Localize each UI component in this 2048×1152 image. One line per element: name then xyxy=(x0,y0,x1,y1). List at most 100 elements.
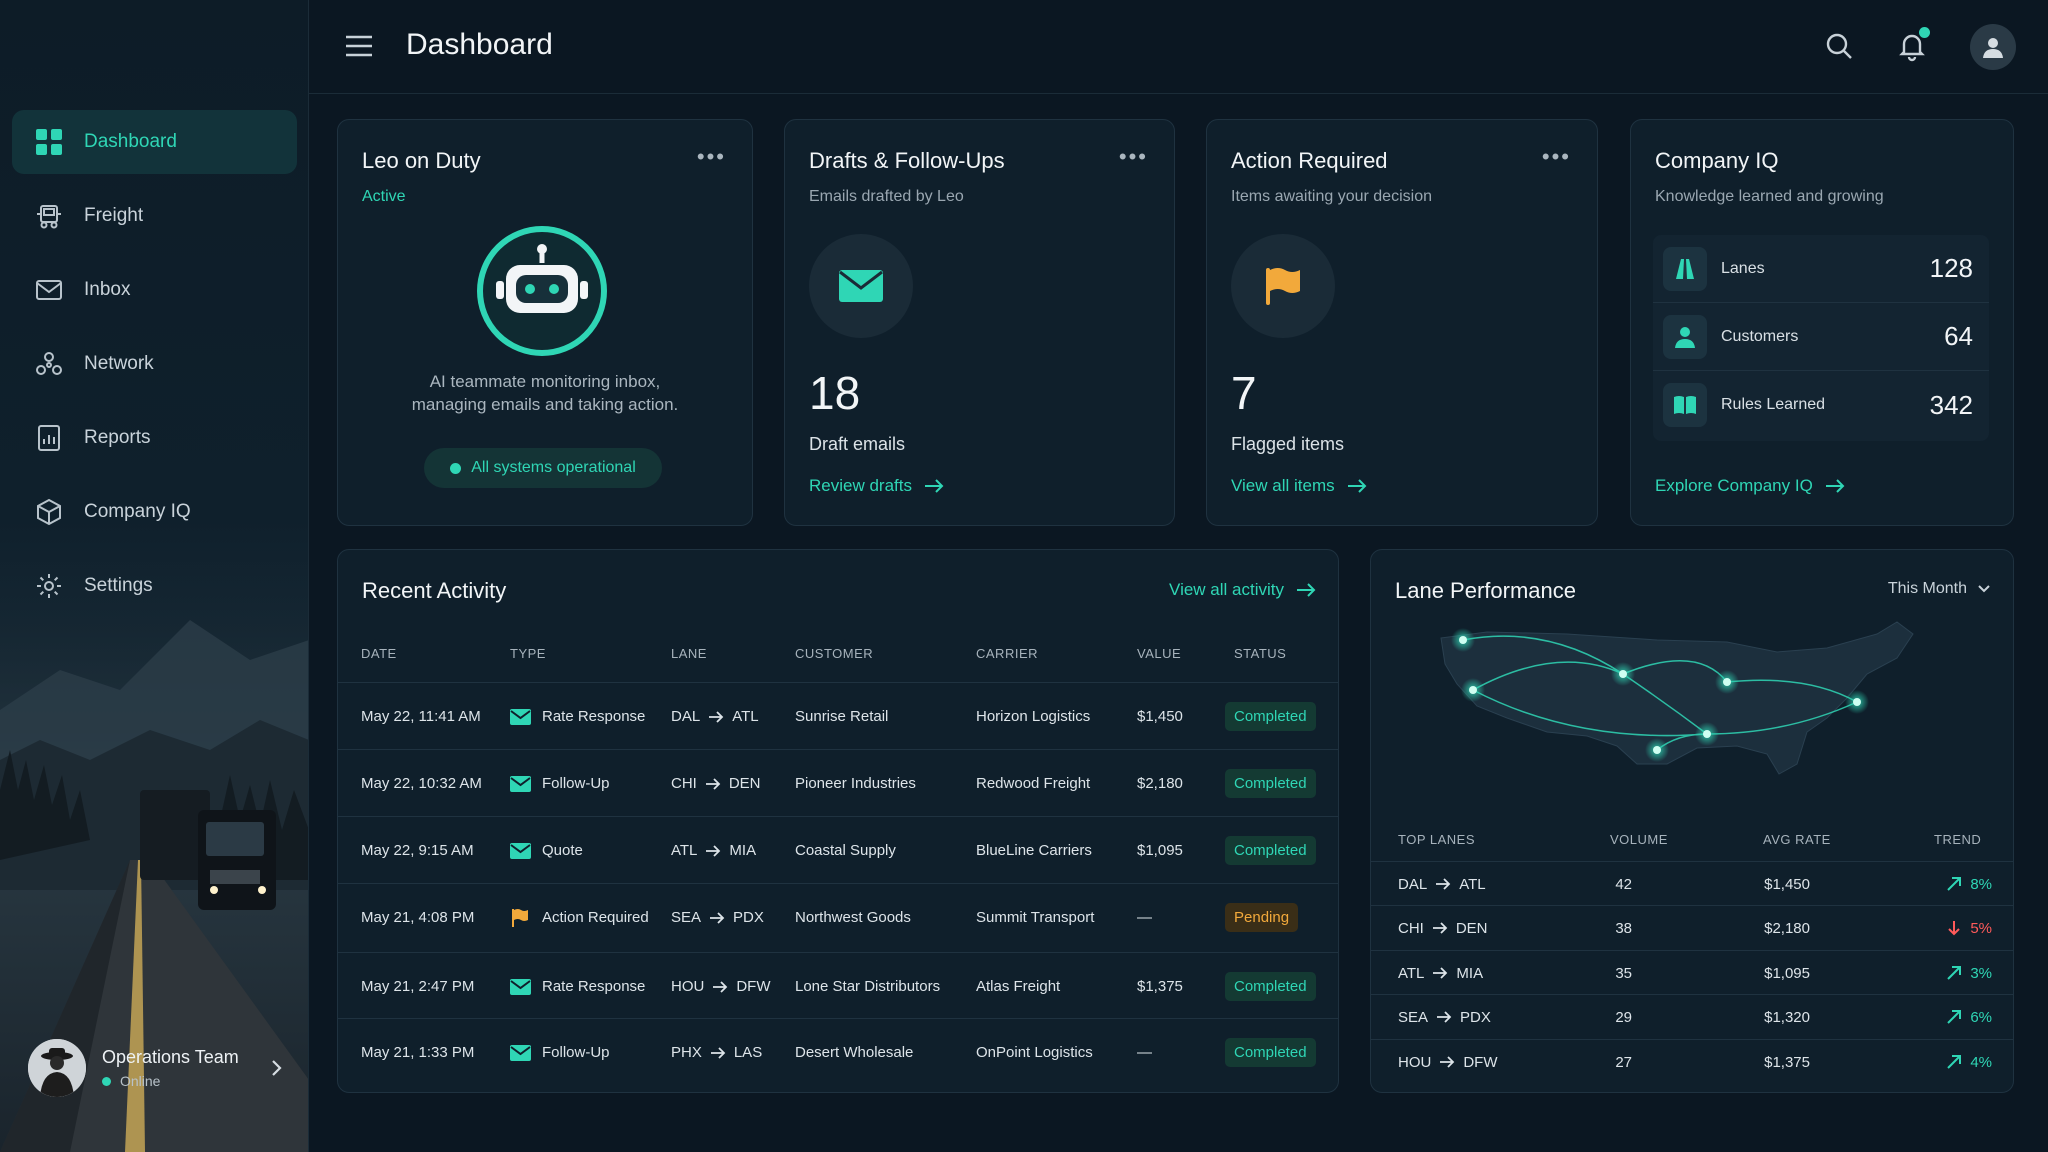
more-options-icon[interactable]: ••• xyxy=(696,144,726,169)
lane-from: HOU xyxy=(671,978,705,995)
arrow-right-icon xyxy=(1297,583,1316,597)
action-required-card: Action Required Items awaiting your deci… xyxy=(1206,119,1598,526)
arrow-right-icon xyxy=(1440,1056,1455,1068)
search-icon[interactable] xyxy=(1823,30,1855,62)
status-badge: Pending xyxy=(1225,903,1299,932)
iq-value: 64 xyxy=(1944,321,1973,351)
review-drafts-link[interactable]: Review drafts xyxy=(809,476,944,496)
table-row[interactable]: May 21, 1:33 PM Follow-Up PHX LAS Desert Who… xyxy=(337,1018,1339,1080)
cell-status: Completed xyxy=(1225,683,1316,750)
draft-label: Draft emails xyxy=(809,434,906,454)
explore-company-iq-link[interactable]: Explore Company IQ xyxy=(1655,476,1845,496)
trend-icon-wrap xyxy=(1946,1054,1962,1070)
network-icon xyxy=(34,349,64,379)
sidebar-item-network[interactable]: Network xyxy=(12,332,297,396)
type-label: Follow-Up xyxy=(542,1044,610,1061)
sidebar-item-settings[interactable]: Settings xyxy=(12,554,297,618)
sidebar-item-dashboard[interactable]: Dashboard xyxy=(12,110,297,174)
cell-type: Quote xyxy=(510,817,583,884)
robot-icon xyxy=(477,226,607,356)
table-row[interactable]: May 21, 4:08 PM Action Required SEA PDX Nort… xyxy=(337,883,1339,950)
card-subtitle: Items awaiting your decision xyxy=(1231,188,1432,205)
lane-from: DAL xyxy=(1398,875,1428,893)
type-label: Rate Response xyxy=(542,708,646,725)
lane-to: DEN xyxy=(1455,919,1488,937)
view-all-items-link[interactable]: View all items xyxy=(1231,476,1367,496)
iq-value: 342 xyxy=(1929,389,1973,420)
table-row[interactable]: May 21, 2:47 PM Rate Response HOU DFW Lone S… xyxy=(337,952,1339,1019)
trend-up-icon xyxy=(1947,877,1962,891)
lane-to: PDX xyxy=(1460,1008,1491,1026)
lane-row[interactable]: DAL ATL 42 $1,450 8% xyxy=(1370,861,2014,905)
trend-down-icon xyxy=(1948,921,1961,936)
sidebar-item-label: Settings xyxy=(84,575,153,596)
envelope-icon xyxy=(510,1044,531,1061)
lane-from: DAL xyxy=(671,708,701,725)
arrow-right-icon xyxy=(1432,922,1448,934)
card-subtitle: Knowledge learned and growing xyxy=(1655,188,1884,205)
truck-road-illustration xyxy=(0,560,308,1152)
hamburger-menu-icon[interactable] xyxy=(345,34,373,58)
sidebar-item-company-iq[interactable]: Company IQ xyxy=(12,480,297,544)
cell-trend: 4% xyxy=(1934,1040,1992,1084)
lane-row[interactable]: ATL MIA 35 $1,095 3% xyxy=(1370,950,2014,994)
lane-row[interactable]: HOU DFW 27 $1,375 4% xyxy=(1370,1039,2014,1083)
period-dropdown[interactable]: This Month xyxy=(1888,580,1991,598)
cell-customer: Coastal Supply xyxy=(795,842,896,859)
trend-icon-wrap xyxy=(1946,965,1962,981)
sidebar-item-reports[interactable]: Reports xyxy=(12,406,297,470)
mail-icon xyxy=(34,275,64,305)
lane-to: MIA xyxy=(729,842,757,859)
cell-carrier: Atlas Freight xyxy=(976,978,1061,995)
gear-icon xyxy=(34,571,64,601)
user-profile[interactable]: Operations Team Online xyxy=(28,1038,288,1098)
cell-lane: DAL ATL xyxy=(671,683,759,750)
sidebar-item-inbox[interactable]: Inbox xyxy=(12,258,297,322)
recent-activity-card: Recent Activity View all activity xyxy=(337,549,1339,1093)
lane-row[interactable]: CHI DEN 38 $2,180 5% xyxy=(1370,905,2014,949)
trend-value: 8% xyxy=(1970,875,1992,893)
table-row[interactable]: May 22, 10:32 AM Follow-Up CHI DEN Pioneer I… xyxy=(337,749,1339,816)
cell-type: Rate Response xyxy=(510,953,645,1020)
report-icon xyxy=(34,423,64,453)
book-icon xyxy=(1663,383,1707,427)
view-all-activity-link[interactable]: View all activity xyxy=(1169,580,1316,600)
chevron-right-icon[interactable] xyxy=(264,1056,288,1080)
lane-row[interactable]: SEA PDX 29 $1,320 6% xyxy=(1370,994,2014,1038)
arrow-right-icon xyxy=(710,1046,726,1059)
col-header-status: STATUS xyxy=(1234,646,1287,661)
grid-icon xyxy=(34,127,64,157)
flagged-label: Flagged items xyxy=(1231,434,1345,454)
trend-value: 5% xyxy=(1970,919,1992,937)
arrow-right-icon xyxy=(705,777,721,790)
cell-date: May 22, 10:32 AM xyxy=(361,775,482,792)
bell-icon[interactable] xyxy=(1896,30,1928,62)
more-options-icon[interactable]: ••• xyxy=(1541,144,1571,169)
more-options-icon[interactable]: ••• xyxy=(1118,144,1148,169)
cell-type: Action Required xyxy=(510,884,649,951)
cell-lane: DAL ATL xyxy=(1398,862,1486,906)
iq-row-customers[interactable]: Customers 64 xyxy=(1653,303,1989,371)
col-header-customer: CUSTOMER xyxy=(795,646,874,661)
link-label: Review drafts xyxy=(809,476,912,495)
iq-label: Customers xyxy=(1721,327,1799,345)
col-header-trend: TREND xyxy=(1934,832,1982,847)
trend-icon-wrap xyxy=(1946,1009,1962,1025)
truck-icon xyxy=(34,201,64,231)
table-row[interactable]: May 22, 11:41 AM Rate Response DAL ATL Sunri… xyxy=(337,682,1339,749)
col-header-date: DATE xyxy=(361,646,397,661)
cell-carrier: OnPoint Logistics xyxy=(976,1044,1093,1061)
col-header-lane: LANE xyxy=(671,646,707,661)
iq-row-rules[interactable]: Rules Learned 342 xyxy=(1653,371,1989,439)
sidebar-item-freight[interactable]: Freight xyxy=(12,184,297,248)
status-badge: Completed xyxy=(1225,836,1316,865)
top-header: Dashboard xyxy=(309,0,2048,94)
iq-row-lanes[interactable]: Lanes 128 xyxy=(1653,235,1989,303)
profile-button[interactable] xyxy=(1970,24,2016,70)
cell-customer: Pioneer Industries xyxy=(795,775,916,792)
table-row[interactable]: May 22, 9:15 AM Quote ATL MIA Coastal Supply… xyxy=(337,816,1339,883)
cell-lane: HOU DFW xyxy=(671,953,771,1020)
trend-up-icon xyxy=(1947,1055,1962,1069)
user-name: Operations Team xyxy=(102,1047,239,1067)
cell-trend: 5% xyxy=(1934,906,1992,950)
